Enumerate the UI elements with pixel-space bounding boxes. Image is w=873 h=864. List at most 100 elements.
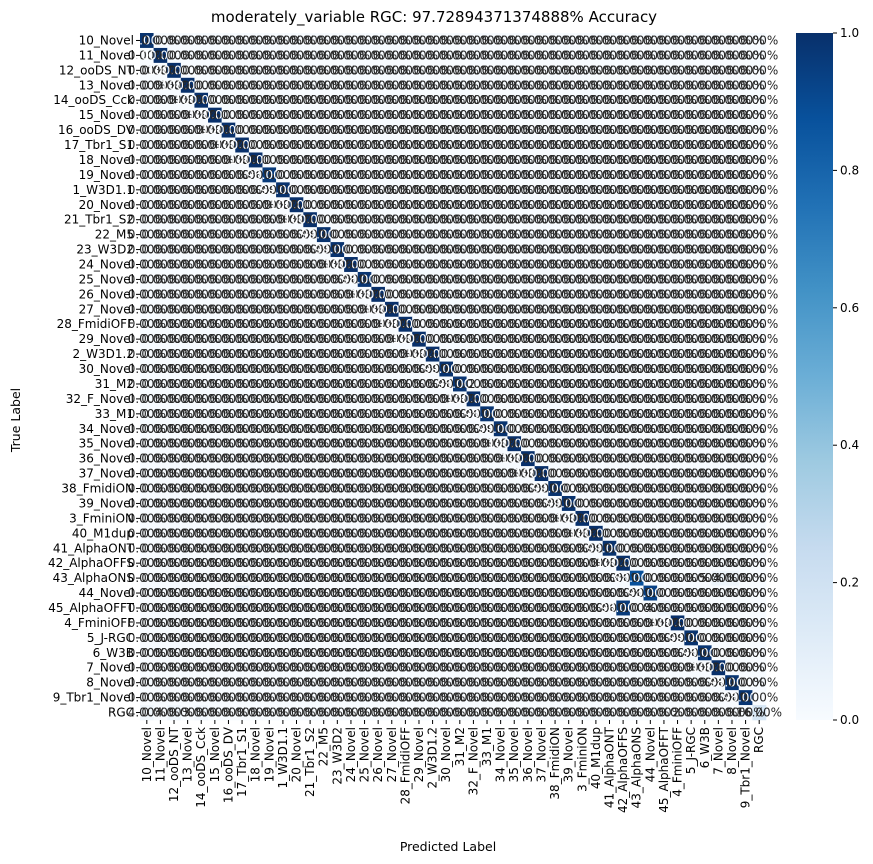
heatmap-cell: [425, 47, 440, 64]
heatmap-cell: [425, 33, 440, 49]
heatmap-cell: [493, 77, 508, 94]
heatmap-cell: [738, 33, 753, 49]
heatmap-cell: [629, 47, 644, 64]
x-tick-label: 12_ooDS_NT: [167, 726, 181, 802]
heatmap-cell: [629, 33, 644, 49]
x-tick-label: 11_Novel: [153, 727, 167, 782]
y-tick-label: 22_M5: [95, 228, 134, 242]
cell-value-label: 0.00%: [740, 332, 778, 346]
heatmap-cell: [180, 92, 195, 108]
heatmap-cell: [684, 92, 699, 108]
x-tick-label: 6_W3B: [698, 727, 712, 768]
heatmap-cell: [208, 33, 222, 49]
x-tick-labels: 10_Novel 11_Novel 12_ooDS_NT 13_Novel 14_ooD…: [140, 720, 766, 813]
y-tick-labels: 10_Novel11_Novel12_ooDS_NT13_Novel14_ooD…: [48, 33, 140, 720]
y-tick-label: 17_Tbr1_S1: [64, 138, 134, 152]
x-tick-label: 39_Novel: [562, 727, 576, 782]
heatmap-cell: [262, 92, 277, 108]
cell-value-label: 0.00%: [740, 377, 778, 391]
heatmap-cell: [439, 92, 454, 108]
heatmap-cell: [357, 33, 372, 49]
heatmap-cell: [180, 47, 195, 64]
cell-value-label: 0.00%: [740, 302, 778, 316]
heatmap-cell: [629, 77, 644, 94]
y-tick-label: 26_Novel: [79, 287, 134, 301]
colorbar: [796, 33, 833, 720]
cell-value-label: 0.00%: [740, 48, 778, 62]
y-tick-label: 20_Novel: [79, 198, 134, 212]
heatmap-cell: [316, 62, 331, 79]
heatmap-cell: [711, 92, 726, 108]
heatmap-cell: [480, 62, 495, 79]
heatmap-cell: [548, 62, 563, 79]
cell-value-label: 0.00%: [740, 228, 778, 242]
heatmap-cell: [235, 62, 250, 79]
cell-value-label: 0.00%: [740, 586, 778, 600]
heatmap-cell: [575, 33, 590, 49]
x-tick-label: 24_Novel: [344, 727, 358, 782]
heatmap-cell: [548, 92, 563, 108]
heatmap-cell: [752, 77, 767, 94]
heatmap-cell: [262, 33, 277, 49]
heatmap-cell: [453, 47, 467, 64]
heatmap-cell: [140, 33, 154, 49]
x-axis-label: Predicted Label: [400, 839, 496, 854]
x-tick-label: 35_Novel: [507, 727, 521, 782]
heatmap-cell: [398, 92, 413, 108]
y-tick-label: 6_W3B: [93, 646, 134, 660]
heatmap-cell: [235, 33, 250, 49]
heatmap-cell: [153, 77, 168, 94]
y-tick-label: 7_Novel: [86, 661, 134, 675]
heatmap-cell: [643, 92, 658, 108]
heatmap-cell: [616, 33, 631, 49]
cell-value-label: 0.00%: [740, 452, 778, 466]
heatmap-cell: [466, 33, 481, 49]
heatmap-cell: [534, 33, 549, 49]
heatmap-cell: [534, 62, 549, 79]
heatmap-cell: [480, 47, 495, 64]
heatmap-cell: [684, 77, 699, 94]
y-tick-label: 40_M1dup: [72, 526, 134, 540]
heatmap-cell: [643, 77, 658, 94]
cell-value-label: 0.00%: [740, 616, 778, 630]
heatmap-cell: [752, 33, 767, 49]
heatmap-cell: [180, 33, 195, 49]
heatmap-cell: [670, 62, 685, 79]
cell-value-label: 0.00%: [740, 661, 778, 675]
heatmap-cell: [697, 33, 712, 49]
x-tick-label: 10_Novel: [140, 727, 154, 782]
x-tick-label: 37_Novel: [534, 727, 548, 782]
x-tick-label: 41_AlphaONT: [603, 726, 617, 808]
cell-value-label: 0.00%: [740, 153, 778, 167]
heatmap-cell: [330, 92, 345, 108]
cell-value-label: 0.00%: [740, 198, 778, 212]
colorbar-tick-label: 1.0: [840, 26, 859, 40]
heatmap-cell-labels: 99.00%0.00%0.00%0.00%0.00%0.00%0.00%0.00…: [124, 33, 782, 719]
x-tick-label: 43_AlphaONS: [630, 727, 644, 808]
heatmap-cell: [534, 77, 549, 94]
heatmap-cell: [738, 92, 753, 108]
heatmap-cell: [357, 77, 372, 94]
x-tick-label: 1_W3D1.1: [276, 727, 290, 788]
heatmap-cell: [493, 92, 508, 108]
y-tick-label: 2_W3D1.2: [73, 347, 134, 361]
heatmap-cell: [711, 47, 726, 64]
heatmap-cell: [276, 107, 290, 123]
y-tick-label: 23_W3D2: [76, 243, 134, 257]
heatmap-cell: [453, 77, 467, 94]
heatmap-cell: [344, 47, 359, 64]
x-tick-label: 2_W3D1.2: [426, 727, 440, 788]
y-tick-label: 9_Tbr1_Novel: [53, 691, 134, 705]
heatmap-cell: [575, 77, 590, 94]
cell-value-label: 0.00%: [740, 631, 778, 645]
cell-value-label: 0.00%: [740, 168, 778, 182]
heatmap-cell: [561, 92, 576, 108]
heatmap-cell: [153, 33, 168, 49]
heatmap-cell: [725, 62, 740, 79]
heatmap-cell: [589, 62, 603, 79]
heatmap-cell: [439, 77, 454, 94]
heatmap-cell: [521, 92, 535, 108]
heatmap-cell: [167, 107, 182, 123]
heatmap-cell: [276, 47, 290, 64]
